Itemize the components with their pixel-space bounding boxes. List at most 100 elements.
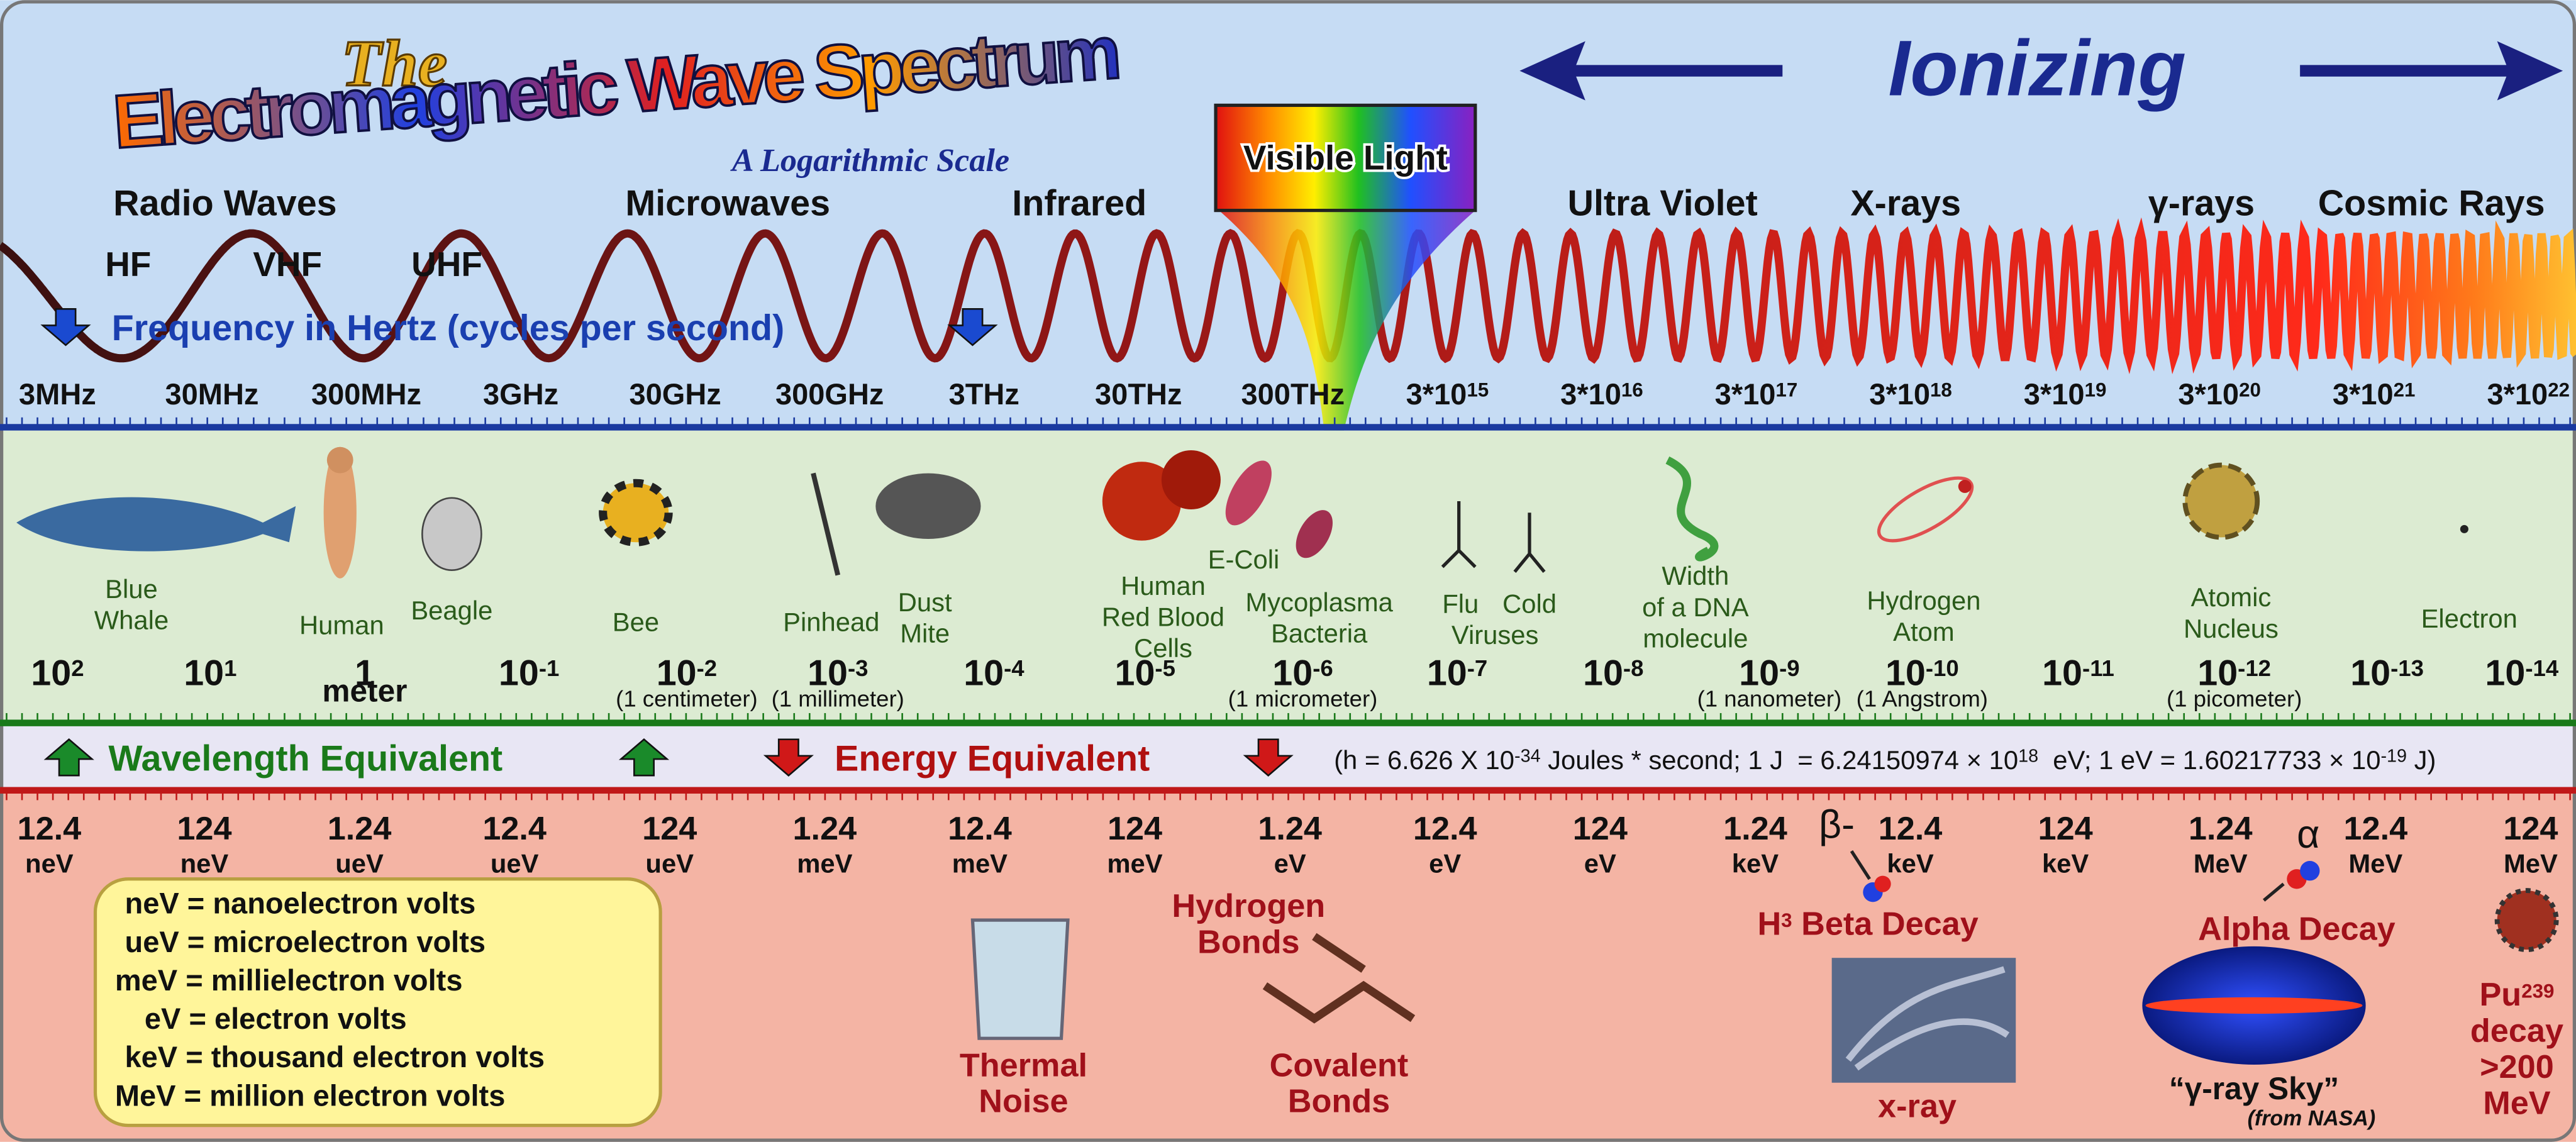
beta-particle: [1874, 875, 1891, 892]
superscript: -19: [2380, 746, 2407, 766]
legend-line: eV = electron volts: [145, 1002, 407, 1035]
energy-tick-unit: meV: [797, 848, 852, 878]
energy-tick-value: 1.24: [328, 811, 392, 847]
beagle-icon: [421, 497, 482, 571]
wavelength-tick-label: 10-14: [2485, 653, 2558, 694]
superscript: -8: [1623, 655, 1644, 681]
text-part: 10: [2197, 653, 2238, 694]
example-label: “γ-ray Sky”: [2169, 1071, 2339, 1106]
wavelength-tick-label: 10-12: [2197, 653, 2271, 694]
example-label: Noise: [979, 1084, 1068, 1120]
text-part: 10: [2042, 653, 2082, 694]
wavelength-note: (1 centimeter): [616, 686, 758, 712]
text-part: 10: [1272, 653, 1313, 694]
band-label: Ultra Violet: [1567, 183, 1757, 223]
text-part: 3*10: [2178, 377, 2239, 411]
text-part: α: [2297, 812, 2319, 856]
band-label: Cosmic Rays: [2318, 183, 2545, 223]
wavelength-tick-label: 1: [355, 653, 375, 694]
text-part: β-: [1819, 802, 1855, 846]
wavelength-note: (1 micrometer): [1228, 686, 1378, 712]
energy-tick-unit: keV: [1887, 848, 1933, 878]
superscript: -1: [539, 655, 560, 681]
object-label: Viruses: [1452, 620, 1539, 650]
example-label: Covalent: [1270, 1047, 1409, 1084]
object-label: Mite: [900, 619, 950, 648]
energy-tick-value: 124: [2503, 811, 2558, 847]
dna-icon: [1665, 456, 1719, 562]
superscript: -34: [1514, 746, 1541, 766]
superscript: -2: [697, 655, 718, 681]
object-label: Nucleus: [2184, 614, 2279, 643]
beta-arrow: [1850, 850, 1871, 880]
energy-tick-unit: meV: [952, 848, 1008, 878]
ionizing-label: Ionizing: [1888, 24, 2186, 113]
text-part: Pu: [2479, 977, 2521, 1013]
energy-tick-unit: ueV: [335, 848, 384, 878]
beaker-icon: [970, 918, 1070, 1040]
text-part: >200: [2480, 1049, 2554, 1085]
arrow-head: [2497, 41, 2563, 101]
legend-line: meV = millielectron volts: [115, 963, 463, 997]
text-part: MeV: [2483, 1085, 2551, 1121]
energy-tick-value: 12.4: [18, 811, 82, 847]
wavelength-tick-label: 10-10: [1885, 653, 1959, 694]
wavelength-note: (1 nanometer): [1697, 686, 1842, 712]
bee-icon: [599, 479, 673, 546]
human-icon: [323, 446, 357, 579]
band-label: X-rays: [1850, 183, 1961, 223]
energy-tick-unit: neV: [180, 848, 229, 878]
band-label: γ-rays: [2148, 183, 2255, 223]
frequency-tick-label: 300GHz: [775, 377, 884, 411]
text-part: 10: [657, 653, 697, 694]
arrow-icon: [618, 738, 670, 777]
text-part: (from NASA): [2248, 1107, 2376, 1131]
wavelength-tick-label: 10-3: [808, 653, 868, 694]
energy-tick-unit: MeV: [2504, 848, 2558, 878]
text-part: 3*10: [1560, 377, 1621, 411]
legend-line: keV = thousand electron volts: [125, 1040, 545, 1073]
frequency-tick-label: 3GHz: [483, 377, 558, 411]
frequency-tick-label: 3MHz: [19, 377, 96, 411]
object-label: Cells: [1134, 633, 1192, 663]
wavelength-tick-label: 10-9: [1739, 653, 1799, 694]
xray-streaks: [1845, 966, 2010, 1071]
text-part: decay: [2470, 1012, 2563, 1049]
superscript: -14: [2525, 655, 2559, 681]
alpha-arrow: [2263, 882, 2285, 902]
subtitle: A Logarithmic Scale: [730, 142, 1009, 179]
superscript: -11: [2082, 655, 2114, 681]
energy-tick-unit: keV: [1732, 848, 1779, 878]
arrow-head: [1519, 41, 1585, 101]
frequency-tick-label: 3*1021: [2333, 377, 2416, 411]
superscript: -10: [1926, 655, 1959, 681]
energy-tick-value: 124: [1108, 811, 1162, 847]
mycoplasma-icon: [1296, 510, 1333, 558]
object-label: Beagle: [411, 596, 492, 625]
object-label: of a DNA: [1642, 592, 1749, 622]
object-label: Whale: [94, 606, 169, 635]
radio-sub-label: HF: [105, 245, 151, 284]
energy-tick-value: 12.4: [1413, 811, 1477, 847]
superscript: -5: [1155, 655, 1175, 681]
superscript: 19: [2085, 379, 2107, 401]
wavelength-tick-label: 10-8: [1583, 653, 1643, 694]
visible-funnel: [1219, 210, 1475, 431]
text-part: H: [1757, 906, 1781, 943]
wavelength-tick-label: 10-4: [963, 653, 1024, 694]
superscript: 22: [2548, 379, 2570, 401]
energy-tick-unit: keV: [2042, 848, 2089, 878]
energy-tick-unit: ueV: [491, 848, 539, 878]
energy-tick-unit: meV: [1107, 848, 1162, 878]
superscript: 18: [2018, 746, 2038, 766]
object-label: Red Blood: [1102, 602, 1224, 632]
example-label: Hydrogen: [1172, 888, 1325, 924]
example-label: Alpha Decay: [2198, 911, 2396, 947]
object-label: Blue: [105, 574, 158, 604]
text-part: 3*10: [2487, 377, 2548, 411]
text-part: Joules * second; 1 J = 6.24150974 × 10: [1541, 745, 2019, 775]
text-part: 10: [1739, 653, 1779, 694]
text-part: 10: [184, 653, 224, 694]
band-label: Radio Waves: [113, 183, 336, 223]
